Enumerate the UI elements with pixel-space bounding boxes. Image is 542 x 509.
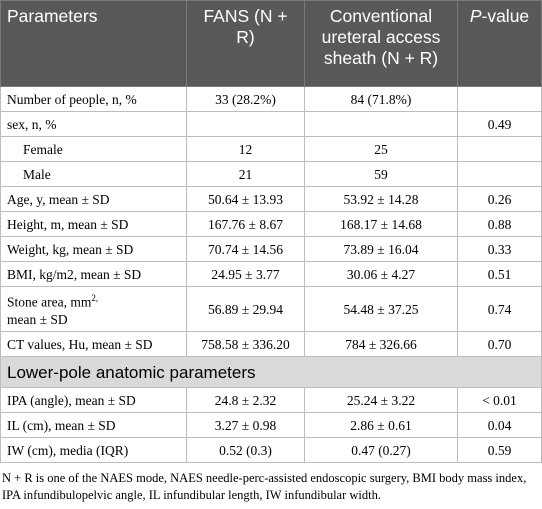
table-row: Number of people, n, % 33 (28.2%) 84 (71… bbox=[0, 86, 542, 112]
fans-value bbox=[186, 111, 305, 137]
table-row: IL (cm), mean ± SD 3.27 ± 0.98 2.86 ± 0.… bbox=[0, 412, 542, 438]
conventional-value: 30.06 ± 4.27 bbox=[304, 261, 458, 287]
table-row: Female 12 25 bbox=[0, 136, 542, 162]
row-label: IL (cm), mean ± SD bbox=[0, 412, 187, 438]
section-header-row: Lower-pole anatomic parameters bbox=[0, 356, 542, 388]
p-value bbox=[457, 161, 542, 187]
header-conventional: Conventional ureteral access sheath (N +… bbox=[304, 0, 458, 87]
conventional-value: 0.47 (0.27) bbox=[304, 437, 458, 463]
conventional-value: 168.17 ± 14.68 bbox=[304, 211, 458, 237]
fans-value: 0.52 (0.3) bbox=[186, 437, 305, 463]
row-label: Age, y, mean ± SD bbox=[0, 186, 187, 212]
fans-value: 50.64 ± 13.93 bbox=[186, 186, 305, 212]
row-label: Female bbox=[0, 136, 187, 162]
conventional-value: 59 bbox=[304, 161, 458, 187]
fans-value: 12 bbox=[186, 136, 305, 162]
conventional-value: 25 bbox=[304, 136, 458, 162]
table-row: BMI, kg/m2, mean ± SD 24.95 ± 3.77 30.06… bbox=[0, 261, 542, 287]
fans-value: 56.89 ± 29.94 bbox=[186, 286, 305, 332]
fans-value: 24.8 ± 2.32 bbox=[186, 387, 305, 413]
fans-value: 21 bbox=[186, 161, 305, 187]
row-label: sex, n, % bbox=[0, 111, 187, 137]
conventional-value: 2.86 ± 0.61 bbox=[304, 412, 458, 438]
table-row: IW (cm), media (IQR) 0.52 (0.3) 0.47 (0.… bbox=[0, 437, 542, 463]
header-p-value: P-value bbox=[457, 0, 542, 87]
table-row: sex, n, % 0.49 bbox=[0, 111, 542, 137]
p-value: 0.51 bbox=[457, 261, 542, 287]
table-row: Height, m, mean ± SD 167.76 ± 8.67 168.1… bbox=[0, 211, 542, 237]
table-footnote: N + R is one of the NAES mode, NAES need… bbox=[2, 471, 527, 502]
header-p-rest: -value bbox=[481, 6, 530, 26]
row-label-part: Stone area, mm bbox=[7, 294, 92, 310]
p-value: 0.74 bbox=[457, 286, 542, 332]
p-value: 0.33 bbox=[457, 236, 542, 262]
section-title: Lower-pole anatomic parameters bbox=[0, 356, 542, 388]
conventional-value: 54.48 ± 37.25 bbox=[304, 286, 458, 332]
p-value: < 0.01 bbox=[457, 387, 542, 413]
row-label: IW (cm), media (IQR) bbox=[0, 437, 187, 463]
conventional-value: 84 (71.8%) bbox=[304, 86, 458, 112]
table-row: IPA (angle), mean ± SD 24.8 ± 2.32 25.24… bbox=[0, 387, 542, 413]
parameters-table: Parameters FANS (N + R) Conventional ure… bbox=[0, 0, 542, 463]
row-label: BMI, kg/m2, mean ± SD bbox=[0, 261, 187, 287]
p-value: 0.26 bbox=[457, 186, 542, 212]
p-value: 0.49 bbox=[457, 111, 542, 137]
table-row: Weight, kg, mean ± SD 70.74 ± 14.56 73.8… bbox=[0, 236, 542, 262]
row-label: Weight, kg, mean ± SD bbox=[0, 236, 187, 262]
p-value bbox=[457, 136, 542, 162]
fans-value: 24.95 ± 3.77 bbox=[186, 261, 305, 287]
row-label-part: mean ± SD bbox=[7, 311, 68, 327]
table-row: Male 21 59 bbox=[0, 161, 542, 187]
p-value: 0.04 bbox=[457, 412, 542, 438]
header-fans: FANS (N + R) bbox=[186, 0, 305, 87]
row-label: Number of people, n, % bbox=[0, 86, 187, 112]
header-row: Parameters FANS (N + R) Conventional ure… bbox=[0, 0, 542, 87]
row-label: Stone area, mm2, mean ± SD bbox=[0, 286, 187, 332]
p-value: 0.59 bbox=[457, 437, 542, 463]
p-value: 0.70 bbox=[457, 331, 542, 357]
row-label: Height, m, mean ± SD bbox=[0, 211, 187, 237]
p-value: 0.88 bbox=[457, 211, 542, 237]
header-parameters: Parameters bbox=[0, 0, 187, 87]
row-label: Male bbox=[0, 161, 187, 187]
conventional-value: 53.92 ± 14.28 bbox=[304, 186, 458, 212]
fans-value: 33 (28.2%) bbox=[186, 86, 305, 112]
header-p-italic: P bbox=[469, 6, 482, 26]
fans-value: 3.27 ± 0.98 bbox=[186, 412, 305, 438]
conventional-value: 25.24 ± 3.22 bbox=[304, 387, 458, 413]
table-row: CT values, Hu, mean ± SD 758.58 ± 336.20… bbox=[0, 331, 542, 357]
row-label: IPA (angle), mean ± SD bbox=[0, 387, 187, 413]
row-label: CT values, Hu, mean ± SD bbox=[0, 331, 187, 357]
fans-value: 167.76 ± 8.67 bbox=[186, 211, 305, 237]
p-value bbox=[457, 86, 542, 112]
table-row: Stone area, mm2, mean ± SD 56.89 ± 29.94 … bbox=[0, 286, 542, 332]
fans-value: 758.58 ± 336.20 bbox=[186, 331, 305, 357]
fans-value: 70.74 ± 14.56 bbox=[186, 236, 305, 262]
conventional-value: 73.89 ± 16.04 bbox=[304, 236, 458, 262]
table-row: Age, y, mean ± SD 50.64 ± 13.93 53.92 ± … bbox=[0, 186, 542, 212]
conventional-value bbox=[304, 111, 458, 137]
superscript: 2, bbox=[91, 293, 99, 304]
conventional-value: 784 ± 326.66 bbox=[304, 331, 458, 357]
